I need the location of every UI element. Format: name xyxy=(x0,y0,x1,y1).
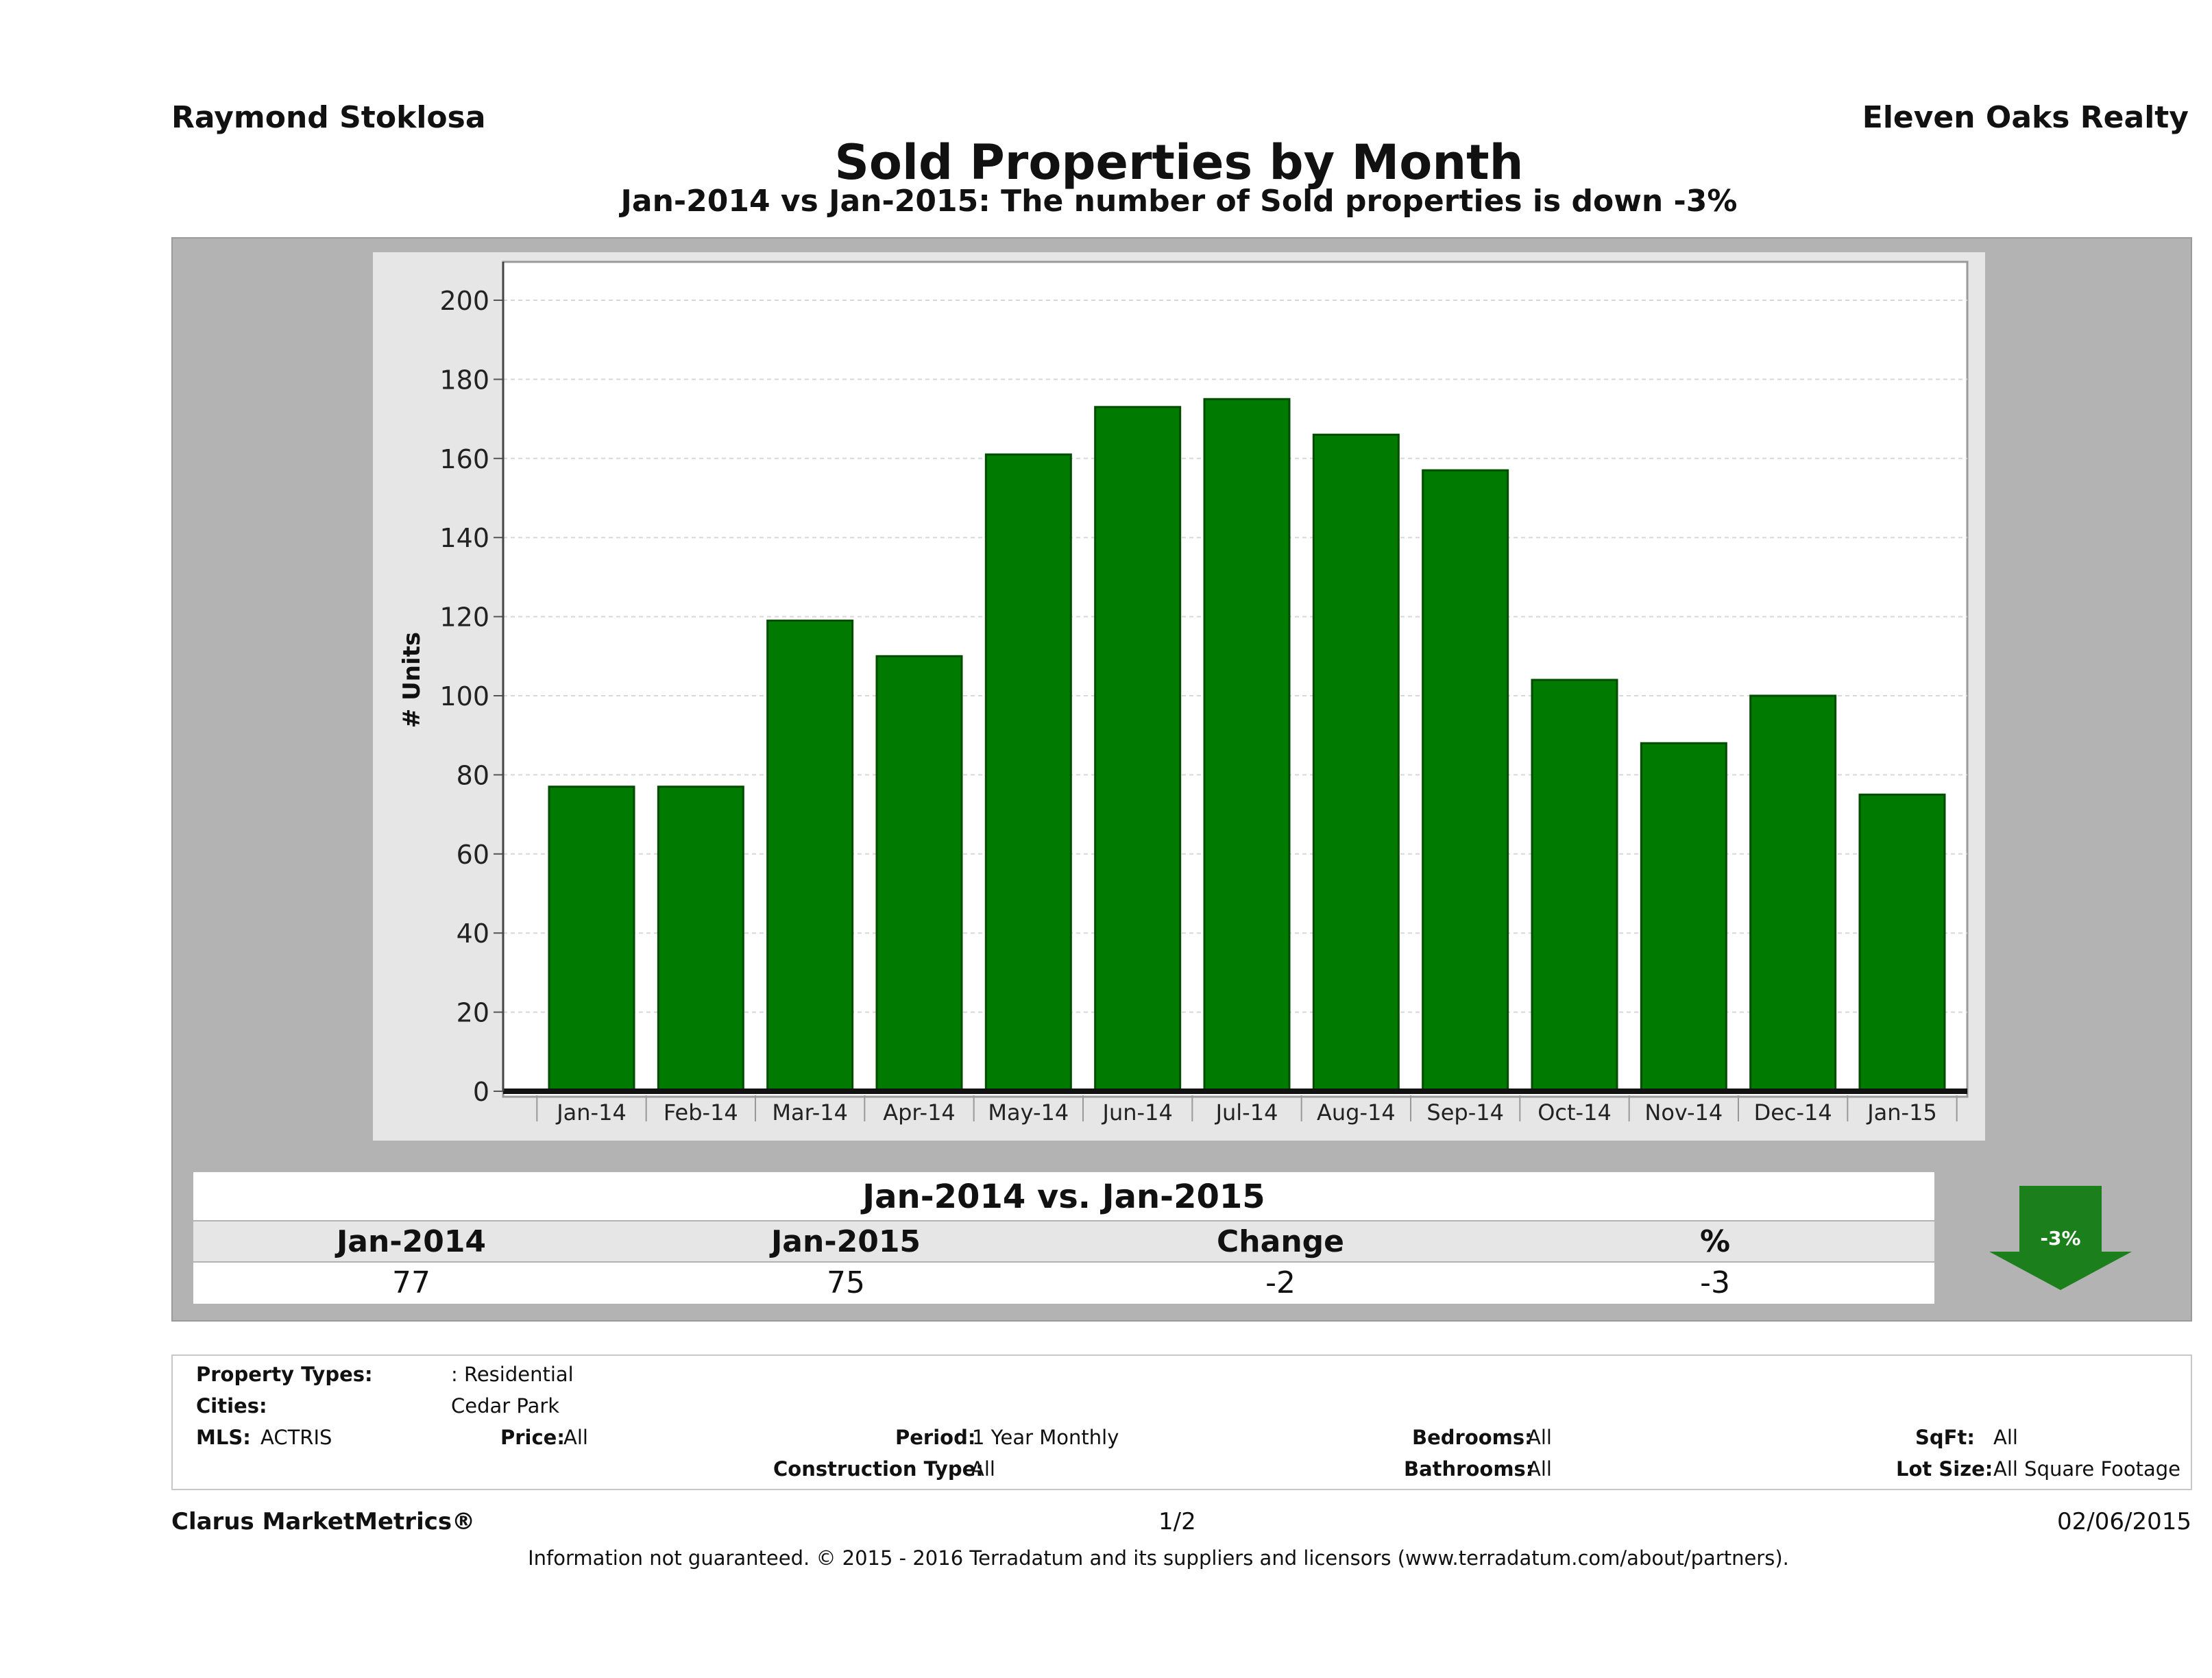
bar-sep-14 xyxy=(1422,469,1509,1093)
y-tick-label: 100 xyxy=(439,681,489,712)
summary-header-jan2014: Jan-2014 xyxy=(336,1224,487,1259)
period-value: 1 Year Monthly xyxy=(972,1426,1119,1449)
summary-title: Jan-2014 vs. Jan-2015 xyxy=(862,1178,1265,1216)
x-tick-label: Aug-14 xyxy=(1317,1099,1396,1126)
report-date: 02/06/2015 xyxy=(2057,1508,2191,1535)
bar-may-14 xyxy=(984,453,1072,1093)
summary-header-percent: % xyxy=(1699,1224,1731,1259)
y-tick-label: 160 xyxy=(439,444,489,474)
y-tick-label: 140 xyxy=(439,523,489,553)
agent-name: Raymond Stoklosa xyxy=(171,100,486,135)
x-tick-label: Feb-14 xyxy=(664,1099,738,1126)
summary-value-change: -2 xyxy=(1265,1265,1296,1300)
chart-subtitle: Jan-2014 vs Jan-2015: The number of Sold… xyxy=(620,184,1738,219)
bedrooms-label: Bedrooms: xyxy=(1412,1426,1533,1449)
bathrooms-label: Bathrooms: xyxy=(1404,1457,1534,1481)
y-tick-label: 40 xyxy=(457,919,489,949)
price-value: All xyxy=(563,1426,588,1449)
bar-mar-14 xyxy=(766,619,854,1093)
footer-brand: Clarus MarketMetrics® xyxy=(171,1508,476,1535)
property-types-label: Property Types: xyxy=(196,1363,373,1386)
y-tick-label: 20 xyxy=(457,998,489,1028)
cities-value: Cedar Park xyxy=(451,1394,560,1418)
y-tick-label: 180 xyxy=(439,365,489,395)
bar-jun-14 xyxy=(1094,406,1182,1093)
y-tick-label: 60 xyxy=(457,840,489,870)
chart-title: Sold Properties by Month xyxy=(834,134,1524,191)
x-tick-label: Oct-14 xyxy=(1538,1099,1612,1126)
y-axis-label: # Units xyxy=(398,632,426,728)
down-arrow-icon xyxy=(1989,1186,2132,1290)
mls-value: ACTRIS xyxy=(260,1426,332,1449)
x-tick-label: Sep-14 xyxy=(1426,1099,1504,1126)
broker-name: Eleven Oaks Realty xyxy=(1862,100,2189,135)
criteria-box xyxy=(171,1354,2192,1490)
bar-jul-14 xyxy=(1203,398,1291,1093)
x-tick-label: Nov-14 xyxy=(1644,1099,1723,1126)
summary-value-row xyxy=(193,1263,1934,1304)
lot-size-label: Lot Size: xyxy=(1896,1457,1993,1481)
lot-size-value: All Square Footage xyxy=(1993,1457,2181,1481)
change-badge: -3% xyxy=(2040,1227,2080,1250)
bar-oct-14 xyxy=(1531,679,1618,1093)
disclaimer: Information not guaranteed. © 2015 - 201… xyxy=(528,1546,1789,1570)
period-label: Period: xyxy=(895,1426,976,1449)
x-tick-label: May-14 xyxy=(988,1099,1069,1126)
y-tick-label: 200 xyxy=(439,286,489,316)
axes: 0 20 40 60 80 100 120 140 160 180 200 Jan-14 Feb-14 M… xyxy=(439,262,1967,1126)
sqft-value: All xyxy=(1993,1426,2018,1449)
x-tick-label: Jan-14 xyxy=(555,1099,627,1126)
x-tick-label: Dec-14 xyxy=(1754,1099,1832,1126)
bathrooms-value: All xyxy=(1527,1457,1552,1481)
y-tick-label: 120 xyxy=(439,603,489,633)
x-tick-label: Jan-15 xyxy=(1866,1099,1937,1126)
page-number: 1/2 xyxy=(1158,1508,1196,1535)
bar-nov-14 xyxy=(1640,742,1727,1093)
bar-jan-14 xyxy=(548,786,635,1093)
cities-label: Cities: xyxy=(196,1394,267,1418)
bar-dec-14 xyxy=(1749,694,1837,1093)
summary-value-jan2014: 77 xyxy=(392,1265,430,1300)
bedrooms-value: All xyxy=(1527,1426,1552,1449)
y-tick-label: 80 xyxy=(457,760,489,790)
summary-title-row xyxy=(193,1172,1934,1220)
sqft-label: SqFt: xyxy=(1915,1426,1975,1449)
x-tick-label: Mar-14 xyxy=(772,1099,848,1126)
summary-header-row xyxy=(193,1221,1934,1261)
price-label: Price: xyxy=(500,1426,565,1449)
property-types-value: : Residential xyxy=(451,1363,574,1386)
bar-feb-14 xyxy=(657,786,744,1093)
trend-arrow: -3% xyxy=(1989,1186,2132,1290)
bars xyxy=(548,398,1946,1093)
bar-apr-14 xyxy=(875,655,963,1093)
bar-jan-15 xyxy=(1858,793,1946,1093)
construction-type-value: All xyxy=(971,1457,995,1481)
summary-value-percent: -3 xyxy=(1700,1265,1730,1300)
x-tick-label: Jul-14 xyxy=(1215,1099,1278,1126)
x-tick-label: Jun-14 xyxy=(1102,1099,1173,1126)
mls-label: MLS: xyxy=(196,1426,251,1449)
summary-header-jan2015: Jan-2015 xyxy=(770,1224,921,1259)
construction-type-label: Construction Type: xyxy=(773,1457,984,1481)
x-tick-label: Apr-14 xyxy=(883,1099,956,1126)
summary-header-change: Change xyxy=(1217,1224,1344,1259)
bar-aug-14 xyxy=(1312,433,1400,1093)
y-tick-label: 0 xyxy=(473,1077,489,1107)
summary-value-jan2015: 75 xyxy=(827,1265,865,1300)
